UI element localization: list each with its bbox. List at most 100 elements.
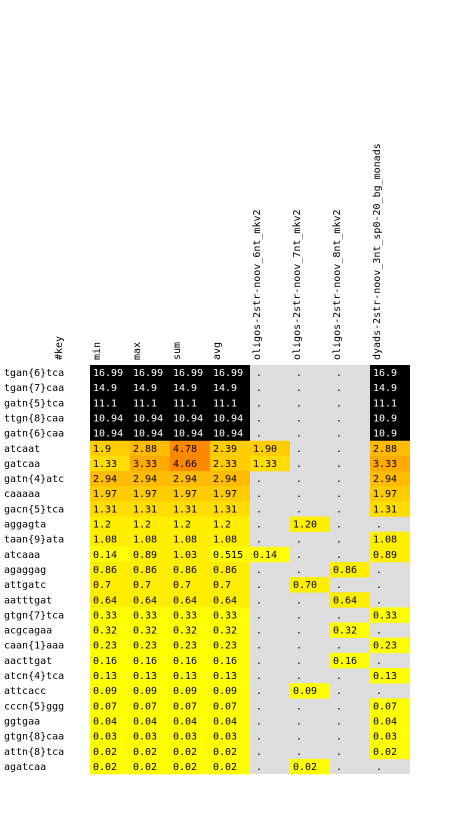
empty-cell: . — [376, 595, 382, 606]
cell-value: 1.31 — [373, 504, 397, 515]
heat-cell — [250, 440, 290, 457]
cell-value: 0.89 — [133, 550, 157, 561]
cell-value: 3.33 — [133, 459, 157, 470]
cell-value: 16.99 — [133, 368, 163, 379]
heat-cell — [170, 713, 210, 729]
empty-cell: . — [336, 747, 342, 758]
cell-value: 2.94 — [213, 474, 237, 485]
cell-value: 2.39 — [213, 444, 237, 455]
empty-cell: . — [336, 444, 342, 455]
heat-cell — [130, 561, 170, 578]
heat-cell — [130, 440, 170, 457]
heat-cell — [130, 743, 170, 760]
heat-cell — [130, 471, 170, 487]
heat-cell — [130, 425, 170, 442]
cell-value: 0.09 — [173, 686, 197, 697]
cell-value: 0.04 — [213, 716, 237, 727]
heat-cell — [210, 380, 250, 396]
heat-cell — [170, 516, 210, 532]
heat-cell — [210, 622, 250, 638]
cell-value: 0.03 — [93, 732, 117, 743]
empty-cell: . — [296, 474, 302, 485]
column-header-sum: sum — [172, 342, 183, 360]
cell-value: 0.33 — [173, 610, 197, 621]
heat-cell — [130, 516, 170, 532]
empty-cell: . — [296, 504, 302, 515]
empty-cell: . — [256, 398, 262, 409]
cell-value: 0.04 — [133, 716, 157, 727]
heat-cell — [90, 668, 130, 684]
heat-cell — [170, 455, 210, 472]
heat-cell — [90, 683, 130, 699]
empty-cell: . — [256, 747, 262, 758]
cell-value: 0.13 — [213, 671, 237, 682]
column-headers: #key min max sum avg oligos-2str-noov_6nt_mkv… — [54, 143, 383, 360]
heat-cell — [90, 440, 130, 457]
heat-cell — [290, 577, 330, 593]
heat-cell — [170, 577, 210, 593]
row-key: gatcaa — [4, 459, 40, 470]
cell-value: 1.08 — [373, 535, 397, 546]
heat-cell — [170, 486, 210, 502]
cell-value: 0.7 — [173, 580, 191, 591]
cell-value: 0.7 — [133, 580, 151, 591]
empty-cell: . — [376, 520, 382, 531]
empty-cell: . — [336, 398, 342, 409]
row-key: atcaat — [4, 444, 40, 455]
heat-cell — [130, 592, 170, 608]
cell-value: 0.07 — [373, 701, 397, 712]
cell-value: 1.08 — [93, 535, 117, 546]
column-header-min: min — [92, 342, 103, 360]
empty-cell: . — [296, 368, 302, 379]
cell-value: 0.86 — [213, 565, 237, 576]
row-key: taan{9}ata — [4, 535, 64, 546]
cell-value: 0.64 — [133, 595, 157, 606]
heat-cell — [90, 561, 130, 578]
cell-value: 0.64 — [93, 595, 117, 606]
cell-value: 1.31 — [213, 504, 237, 515]
cell-value: 0.33 — [133, 610, 157, 621]
cell-value: 0.09 — [293, 686, 317, 697]
cell-value: 1.33 — [253, 459, 277, 470]
cell-value: 10.94 — [173, 429, 203, 440]
empty-cell: . — [256, 686, 262, 697]
cell-value: 0.02 — [173, 747, 197, 758]
cell-value: 11.1 — [93, 398, 117, 409]
cell-value: 0.32 — [333, 626, 357, 637]
cell-value: 10.94 — [133, 413, 163, 424]
row-key: agaggag — [4, 565, 46, 576]
cell-value: 10.94 — [213, 429, 243, 440]
cell-value: 0.7 — [93, 580, 111, 591]
cell-value: 0.23 — [373, 641, 397, 652]
cell-value: 4.78 — [173, 444, 197, 455]
column-header-dyads-2str-noov_3nt_sp0-20_bg_monads: dyads-2str-noov_3nt_sp0-20_bg_monads — [372, 143, 383, 360]
heat-cell — [210, 698, 250, 714]
empty-cell: . — [336, 671, 342, 682]
empty-cell: . — [256, 368, 262, 379]
heat-cell — [210, 516, 250, 532]
cell-value: 0.16 — [173, 656, 197, 667]
heat-cell — [130, 501, 170, 517]
empty-cell: . — [336, 429, 342, 440]
heat-cell — [290, 516, 330, 532]
cell-value: 0.09 — [133, 686, 157, 697]
heat-cell — [170, 501, 210, 517]
heat-cell — [210, 501, 250, 517]
row-key: attcacc — [4, 686, 46, 697]
heat-cell — [90, 698, 130, 714]
empty-cell: . — [376, 626, 382, 637]
heat-cell — [170, 668, 210, 684]
heat-cell — [330, 592, 370, 608]
empty-cell: . — [256, 595, 262, 606]
cell-value: 0.515 — [213, 550, 243, 561]
cell-value: 1.97 — [373, 489, 397, 500]
empty-cell: . — [296, 429, 302, 440]
cell-value: 11.1 — [173, 398, 197, 409]
heat-cell — [370, 713, 410, 729]
heat-cell — [250, 455, 290, 472]
cell-value: 0.64 — [173, 595, 197, 606]
empty-cell: . — [336, 383, 342, 394]
cell-value: 2.94 — [133, 474, 157, 485]
cell-value: 0.16 — [213, 656, 237, 667]
cell-value: 0.07 — [173, 701, 197, 712]
